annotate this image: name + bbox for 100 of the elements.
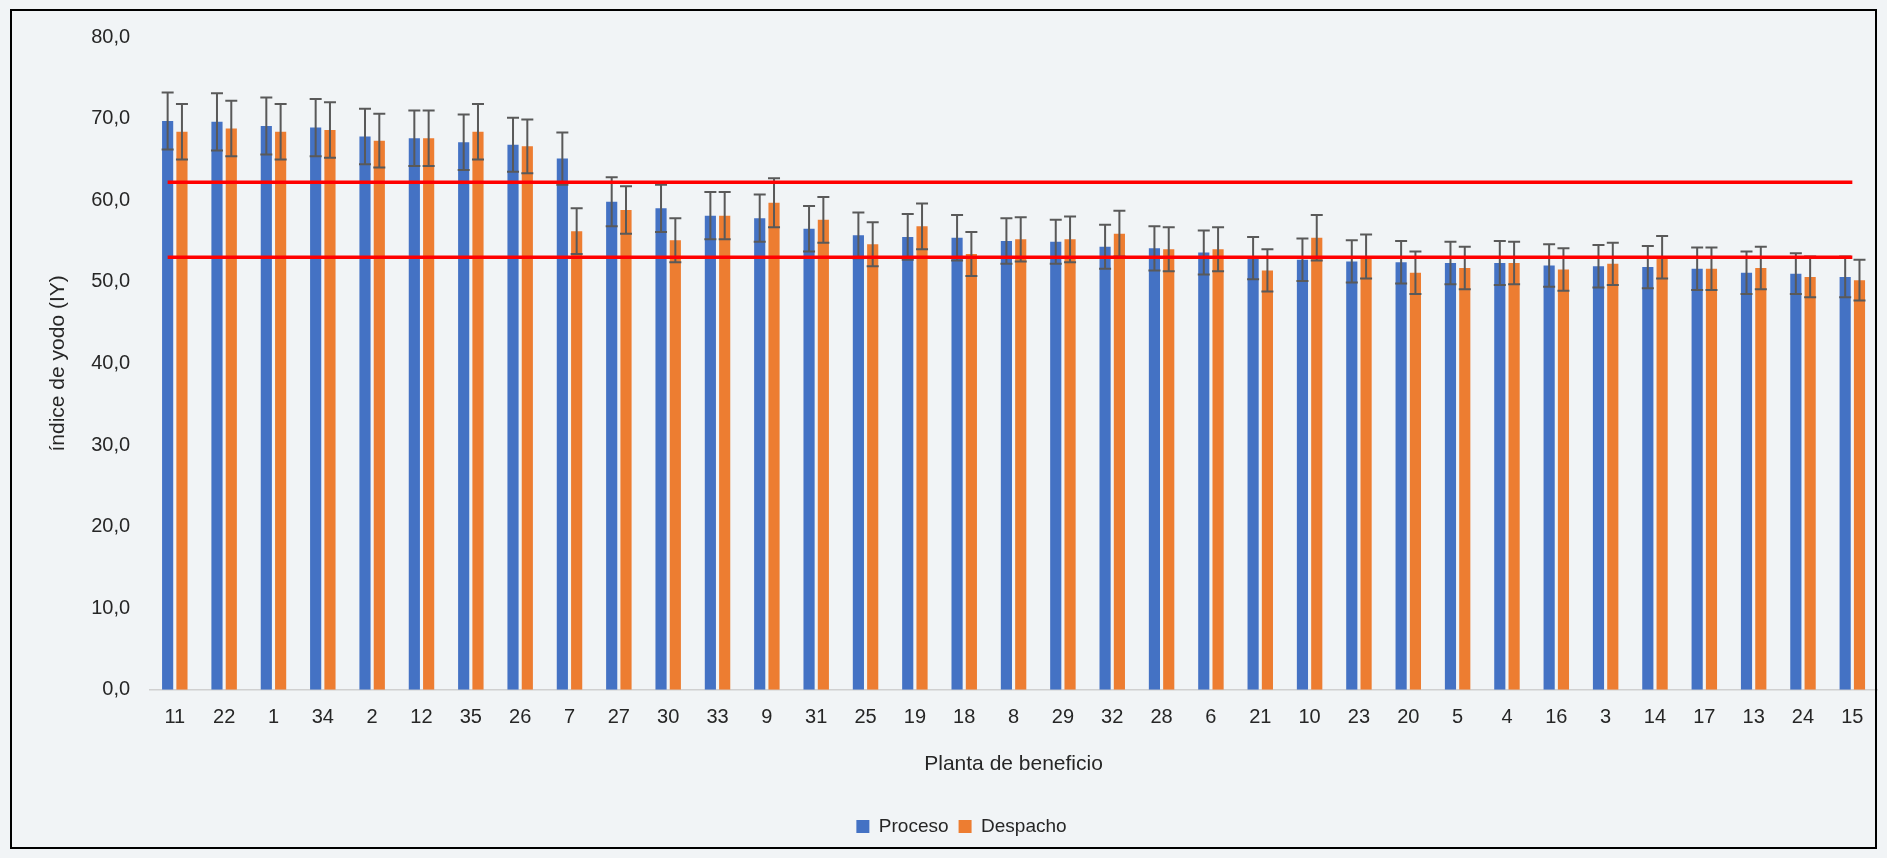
x-tick-label: 20 bbox=[1397, 705, 1420, 728]
bar bbox=[1790, 273, 1802, 690]
bar bbox=[211, 121, 223, 690]
x-tick-label: 5 bbox=[1452, 705, 1464, 728]
bar bbox=[965, 254, 977, 690]
x-tick-label: 33 bbox=[706, 705, 729, 728]
x-tick-label: 21 bbox=[1249, 705, 1272, 728]
y-tick-label: 40,0 bbox=[91, 350, 131, 373]
x-tick-label: 26 bbox=[509, 705, 532, 728]
x-tick-label: 23 bbox=[1347, 705, 1371, 728]
y-tick-label: 0,0 bbox=[102, 677, 131, 700]
bar bbox=[1212, 249, 1224, 690]
x-tick-label: 28 bbox=[1150, 705, 1173, 728]
bar bbox=[556, 158, 568, 690]
bar bbox=[162, 121, 174, 690]
bar bbox=[260, 125, 272, 690]
y-tick-label: 20,0 bbox=[91, 514, 131, 537]
bar bbox=[275, 131, 287, 690]
x-tick-label: 14 bbox=[1643, 705, 1667, 728]
bar bbox=[1000, 241, 1012, 690]
bar bbox=[1642, 267, 1654, 690]
bar bbox=[951, 237, 963, 690]
bar bbox=[1015, 239, 1027, 690]
x-tick-label: 31 bbox=[805, 705, 828, 728]
bar bbox=[768, 202, 780, 690]
bar bbox=[1543, 265, 1555, 690]
x-tick-label: 18 bbox=[953, 705, 976, 728]
y-tick-label: 50,0 bbox=[91, 269, 131, 292]
x-tick-label: 34 bbox=[311, 705, 334, 728]
bar bbox=[902, 236, 914, 690]
bar bbox=[1557, 269, 1570, 690]
bar bbox=[704, 215, 716, 690]
x-tick-label: 30 bbox=[657, 705, 680, 728]
bar bbox=[1705, 268, 1718, 690]
x-axis-title: Planta de beneficio bbox=[924, 751, 1103, 775]
bar bbox=[852, 235, 864, 690]
bar bbox=[310, 127, 322, 690]
bar bbox=[1113, 233, 1125, 690]
bar bbox=[1508, 263, 1520, 690]
bar bbox=[472, 131, 484, 690]
legend-label: Proceso bbox=[878, 814, 949, 836]
x-tick-label: 16 bbox=[1545, 705, 1568, 728]
x-tick-label: 24 bbox=[1791, 705, 1815, 728]
x-tick-label: 13 bbox=[1742, 705, 1765, 728]
bar bbox=[1804, 276, 1816, 690]
bar bbox=[1099, 246, 1111, 690]
bar bbox=[176, 131, 188, 690]
bar bbox=[655, 208, 667, 690]
x-tick-label: 32 bbox=[1101, 705, 1124, 728]
bar bbox=[1755, 267, 1767, 690]
x-tick-label: 6 bbox=[1205, 705, 1217, 728]
y-tick-label: 70,0 bbox=[91, 106, 131, 129]
x-tick-label: 4 bbox=[1501, 705, 1513, 728]
bar bbox=[1444, 263, 1457, 690]
bar bbox=[1459, 267, 1471, 690]
bar bbox=[1296, 259, 1309, 690]
bar bbox=[324, 130, 336, 690]
bar bbox=[620, 209, 632, 690]
bar bbox=[1360, 256, 1372, 690]
bar bbox=[1691, 268, 1703, 690]
bar bbox=[1247, 258, 1259, 690]
bar bbox=[1409, 272, 1422, 690]
x-tick-label: 17 bbox=[1693, 705, 1716, 728]
bar bbox=[521, 146, 533, 690]
bar bbox=[1261, 270, 1273, 690]
x-tick-label: 27 bbox=[607, 705, 630, 728]
y-tick-label: 10,0 bbox=[91, 595, 131, 618]
x-tick-label: 2 bbox=[366, 705, 378, 728]
x-tick-label: 15 bbox=[1841, 705, 1864, 728]
y-axis-title: índice de yodo (IY) bbox=[45, 275, 69, 452]
x-tick-label: 12 bbox=[410, 705, 433, 728]
x-tick-label: 1 bbox=[267, 705, 280, 728]
bar bbox=[507, 144, 519, 690]
x-tick-label: 19 bbox=[903, 705, 927, 728]
x-tick-label: 7 bbox=[563, 705, 576, 728]
bar bbox=[423, 138, 435, 690]
x-tick-label: 10 bbox=[1298, 705, 1321, 728]
bar bbox=[754, 218, 766, 690]
bar bbox=[817, 219, 829, 690]
bar bbox=[1740, 272, 1753, 690]
bar bbox=[1050, 241, 1062, 690]
x-tick-label: 22 bbox=[213, 705, 236, 728]
bar bbox=[1853, 280, 1866, 690]
y-tick-label: 30,0 bbox=[91, 432, 131, 455]
bar bbox=[1494, 263, 1506, 690]
bar bbox=[669, 240, 681, 690]
bar bbox=[458, 142, 470, 690]
bar bbox=[606, 201, 618, 690]
bar bbox=[1592, 266, 1605, 690]
bar bbox=[1198, 252, 1210, 690]
bar bbox=[1395, 262, 1407, 690]
bar bbox=[1346, 261, 1358, 690]
x-tick-label: 8 bbox=[1008, 705, 1020, 728]
bar bbox=[867, 244, 879, 690]
bar bbox=[803, 228, 815, 690]
bar bbox=[408, 138, 420, 690]
x-tick-label: 35 bbox=[459, 705, 482, 728]
legend-label: Despacho bbox=[981, 814, 1067, 836]
bar bbox=[1163, 249, 1175, 690]
bar bbox=[1656, 257, 1668, 690]
